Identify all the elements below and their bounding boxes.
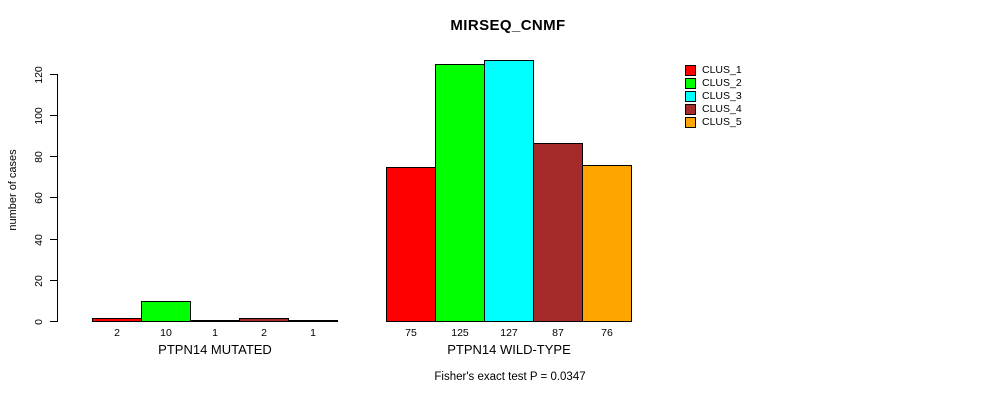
bar <box>239 318 289 322</box>
group-label: PTPN14 WILD-TYPE <box>447 342 571 357</box>
bar-value-label: 76 <box>601 327 613 339</box>
y-axis-tick <box>50 280 57 281</box>
bar <box>386 167 436 322</box>
y-tick-label: 80 <box>33 150 45 163</box>
bar <box>582 165 632 322</box>
group-label: PTPN14 MUTATED <box>158 342 272 357</box>
legend-swatch <box>685 65 696 76</box>
bar <box>92 318 142 322</box>
legend-label: CLUS_1 <box>702 64 742 76</box>
legend-label: CLUS_5 <box>702 116 742 128</box>
y-axis-tick <box>50 115 57 116</box>
y-tick-label: 40 <box>33 233 45 246</box>
legend-label: CLUS_4 <box>702 103 742 115</box>
y-axis-tick <box>50 239 57 240</box>
y-axis-tick <box>50 74 57 75</box>
legend-swatch <box>685 117 696 128</box>
bar-value-label: 125 <box>451 327 469 339</box>
y-axis-tick <box>50 156 57 157</box>
y-tick-label: 20 <box>33 274 45 287</box>
bar-value-label: 1 <box>212 327 218 339</box>
bar <box>190 320 240 322</box>
fisher-test-note: Fisher's exact test P = 0.0347 <box>434 371 586 383</box>
y-axis-label: number of cases <box>7 149 19 231</box>
bar <box>533 143 583 322</box>
bar-value-label: 75 <box>405 327 417 339</box>
bar-value-label: 2 <box>114 327 120 339</box>
bar-value-label: 87 <box>552 327 564 339</box>
y-tick-label: 120 <box>33 65 45 84</box>
legend-swatch <box>685 78 696 89</box>
legend-label: CLUS_3 <box>702 90 742 102</box>
bar-value-label: 2 <box>261 327 267 339</box>
bar-value-label: 127 <box>500 327 518 339</box>
y-tick-label: 60 <box>33 191 45 204</box>
bar-value-label: 10 <box>160 327 172 339</box>
legend-swatch <box>685 104 696 115</box>
y-tick-label: 100 <box>33 106 45 125</box>
bar <box>435 64 485 322</box>
legend-label: CLUS_2 <box>702 77 742 89</box>
legend-swatch <box>685 91 696 102</box>
y-axis-tick <box>50 197 57 198</box>
y-axis-line <box>57 74 58 322</box>
bar <box>141 301 191 322</box>
y-tick-label: 0 <box>33 318 45 325</box>
bar <box>288 320 338 322</box>
y-axis-tick <box>50 321 57 322</box>
bar <box>484 60 534 322</box>
chart-title: MIRSEQ_CNMF <box>450 17 566 34</box>
bar-value-label: 1 <box>310 327 316 339</box>
